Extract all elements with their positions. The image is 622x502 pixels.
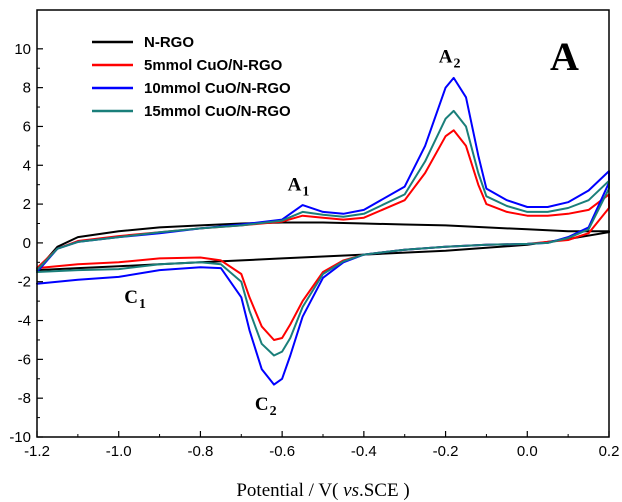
- peak-label-0: A1: [288, 175, 310, 200]
- x-tick-label: -0.8: [187, 443, 213, 460]
- ticks-layer: -1.2 -1.0 -0.8 -0.6 -0.4 -0.2 0.0 0.2 -10 -8 -6 -4 -…: [9, 41, 619, 460]
- legend-label-0: N-RGO: [144, 34, 194, 51]
- peak-label-3: C2: [255, 394, 277, 419]
- y-tick-label: -8: [18, 390, 31, 407]
- x-axis-label-pre: Potential / V(: [236, 480, 343, 501]
- x-axis-label-italic: vs: [343, 480, 359, 501]
- x-axis-label-post: .SCE ): [359, 480, 410, 501]
- x-tick-label: -1.2: [24, 443, 50, 460]
- x-tick-label: -0.6: [269, 443, 295, 460]
- x-axis-label: Potential / V( vs.SCE ): [236, 480, 409, 501]
- peak-annotations: A1 A2 C1 C2: [124, 46, 460, 418]
- y-tick-label: 10: [14, 41, 31, 58]
- x-tick-label: 0.0: [517, 443, 538, 460]
- y-tick-label: 8: [23, 80, 31, 97]
- legend-label-2: 10mmol CuO/N-RGO: [144, 80, 291, 97]
- x-tick-label: -1.0: [106, 443, 132, 460]
- y-tick-label: -6: [18, 351, 31, 368]
- y-tick-label: -4: [18, 313, 31, 330]
- legend-label-1: 5mmol CuO/N-RGO: [144, 57, 283, 74]
- peak-label-2: C1: [124, 287, 146, 312]
- x-tick-label: -0.2: [433, 443, 459, 460]
- x-tick-label: -0.4: [351, 443, 377, 460]
- y-tick-label: 0: [23, 235, 31, 252]
- x-tick-label: 0.2: [599, 443, 620, 460]
- y-tick-label: -10: [9, 429, 31, 446]
- legend: N-RGO 5mmol CuO/N-RGO 10mmol CuO/N-RGO 15mm…: [92, 34, 291, 120]
- legend-label-3: 15mmol CuO/N-RGO: [144, 103, 291, 120]
- peak-label-1: A2: [439, 46, 461, 71]
- y-tick-label: 6: [23, 118, 31, 135]
- y-tick-label: 4: [23, 157, 31, 174]
- panel-label: A: [550, 34, 579, 79]
- y-tick-label: -2: [18, 274, 31, 291]
- y-tick-label: 2: [23, 196, 31, 213]
